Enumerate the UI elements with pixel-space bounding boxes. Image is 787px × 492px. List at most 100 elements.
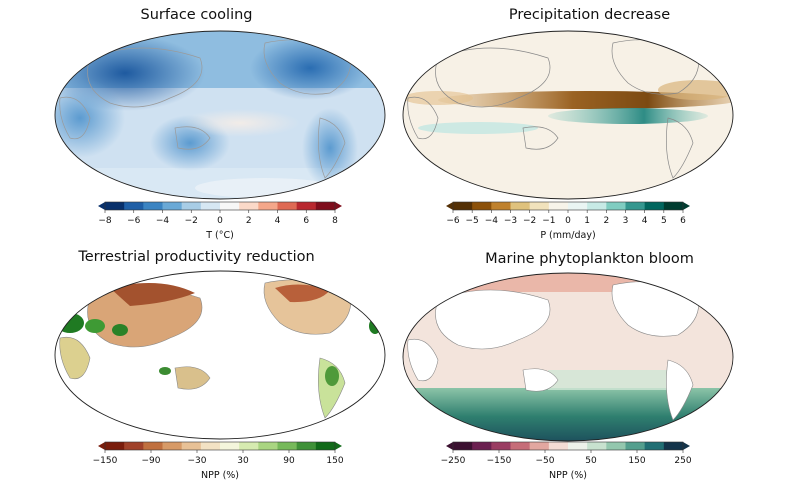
colorbar-tick-label: 0: [565, 216, 571, 226]
colorbar-swatch: [625, 442, 646, 450]
panel-terrestrial-productivity: Terrestrial productivity reduction −150−…: [0, 246, 393, 492]
colorbar-tick-label: −8: [98, 216, 112, 226]
colorbar-tick-label: 4: [275, 216, 281, 226]
colorbar-tick-label: 5: [661, 216, 667, 226]
colorbar-extend-low: [98, 202, 105, 210]
colorbar-swatch: [644, 442, 665, 450]
colorbar-tick-label: 1: [584, 216, 590, 226]
colorbar-swatch: [529, 202, 550, 210]
colorbar-tick-label: 6: [303, 216, 309, 226]
colorbar-swatch: [296, 202, 317, 210]
colorbar-tick-label: −4: [156, 216, 170, 226]
colorbar-swatch: [510, 442, 531, 450]
colorbar-tick-label: −6: [446, 216, 460, 226]
colorbar-tick-label: 50: [585, 456, 597, 466]
colorbar-tick-label: 3: [623, 216, 629, 226]
panel-title: Precipitation decrease: [508, 7, 671, 23]
colorbar-swatch: [548, 202, 569, 210]
colorbar-extend-low: [98, 442, 105, 450]
map-surface-cooling: [54, 30, 386, 200]
panel-surface-cooling: Surface cooling: [0, 0, 393, 246]
map-marine-phytoplankton: [402, 272, 734, 442]
colorbar-tick-label: 30: [237, 456, 249, 466]
panel-title: Terrestrial productivity reduction: [78, 249, 315, 265]
colorbar-swatch: [162, 202, 183, 210]
colorbar-swatch: [258, 202, 278, 210]
colorbar-swatch: [663, 442, 684, 450]
colorbar-tick-label: −5: [466, 216, 479, 226]
colorbar-tick-label: 90: [283, 456, 295, 466]
colorbar-swatches: −6 −5 −4 −3 −2 −1 0 1 2 3 4 5 6: [446, 201, 690, 226]
colorbar-swatch: [453, 442, 473, 450]
colorbar-temperature: −8 −6 −4 −2 0 2 4 6 8 T (°C): [97, 200, 343, 242]
colorbar-tick-label: 4: [642, 216, 648, 226]
panel-precipitation-decrease: Precipitation decrease: [393, 0, 786, 246]
colorbar-tick-label: 8: [332, 216, 338, 226]
colorbar-npp-marine: −250 −150 −50 50 150 250 NPP (%): [441, 440, 692, 482]
colorbar-npp-terrestrial: −150 −90 −30 30 90 150 NPP (%): [93, 440, 344, 482]
colorbar-swatch: [239, 442, 259, 450]
colorbar-swatch: [143, 442, 163, 450]
colorbar-swatch: [663, 202, 684, 210]
colorbar-tick-label: −150: [93, 456, 118, 466]
colorbar-swatch: [200, 202, 221, 210]
colorbar-swatch: [162, 442, 183, 450]
colorbar-tick-label: −30: [188, 456, 207, 466]
colorbar-swatch: [277, 202, 298, 210]
colorbar-swatch: [510, 202, 531, 210]
colorbar-tick-label: 150: [326, 456, 343, 466]
colorbar-extend-low: [446, 202, 453, 210]
map-precipitation-decrease: [402, 30, 734, 200]
colorbar-tick-label: −4: [485, 216, 499, 226]
colorbar-swatch: [606, 442, 626, 450]
colorbar-swatch: [568, 202, 588, 210]
colorbar-swatch: [239, 202, 259, 210]
colorbar-swatch: [220, 202, 240, 210]
colorbar-extend-high: [683, 442, 690, 450]
colorbar-label: NPP (%): [548, 470, 588, 481]
colorbar-tick-label: 2: [603, 216, 609, 226]
colorbar-swatch: [105, 202, 125, 210]
colorbar-swatch: [491, 202, 511, 210]
colorbar-swatch: [143, 202, 163, 210]
colorbar-swatch: [181, 442, 202, 450]
colorbar-tick-label: −6: [127, 216, 141, 226]
colorbar-swatch: [220, 442, 240, 450]
colorbar-swatch: [472, 202, 492, 210]
colorbar-tick-label: −50: [536, 456, 555, 466]
colorbar-tick-label: 250: [674, 456, 691, 466]
colorbar-tick-label: −2: [185, 216, 198, 226]
colorbar-swatches: −150 −90 −30 30 90 150: [93, 441, 344, 466]
colorbar-tick-label: 2: [246, 216, 252, 226]
colorbar-swatch: [315, 202, 336, 210]
colorbar-tick-label: −250: [441, 456, 466, 466]
colorbar-swatch: [296, 442, 317, 450]
colorbar-tick-label: −90: [142, 456, 161, 466]
colorbar-tick-label: −2: [523, 216, 536, 226]
colorbar-tick-label: 0: [217, 216, 223, 226]
colorbar-swatches: −250 −150 −50 50 150 250: [441, 441, 692, 466]
colorbar-extend-high: [335, 202, 342, 210]
colorbar-swatch: [181, 202, 202, 210]
panel-title: Surface cooling: [140, 7, 253, 23]
colorbar-swatch: [568, 442, 588, 450]
colorbar-tick-label: −150: [487, 456, 512, 466]
colorbar-swatch: [625, 202, 646, 210]
colorbar-swatches: −8 −6 −4 −2 0 2 4 6 8: [98, 201, 342, 226]
colorbar-swatch: [548, 442, 569, 450]
colorbar-outline: [452, 441, 684, 451]
colorbar-precipitation: −6 −5 −4 −3 −2 −1 0 1 2 3 4 5 6 P (mm/day): [445, 200, 691, 242]
colorbar-extend-low: [446, 442, 453, 450]
colorbar-swatch: [258, 442, 278, 450]
colorbar-label: T (°C): [206, 230, 234, 241]
colorbar-swatch: [124, 202, 144, 210]
colorbar-swatch: [587, 442, 607, 450]
colorbar-outline: [104, 441, 336, 451]
colorbar-tick-label: 150: [628, 456, 645, 466]
colorbar-label: NPP (%): [200, 470, 240, 481]
panel-marine-phytoplankton: Marine phytoplankton bloom −250 −150 −50 50…: [393, 246, 786, 492]
colorbar-swatch: [491, 442, 511, 450]
colorbar-label: P (mm/day): [540, 230, 596, 241]
colorbar-swatch: [587, 202, 607, 210]
colorbar-swatch: [606, 202, 626, 210]
